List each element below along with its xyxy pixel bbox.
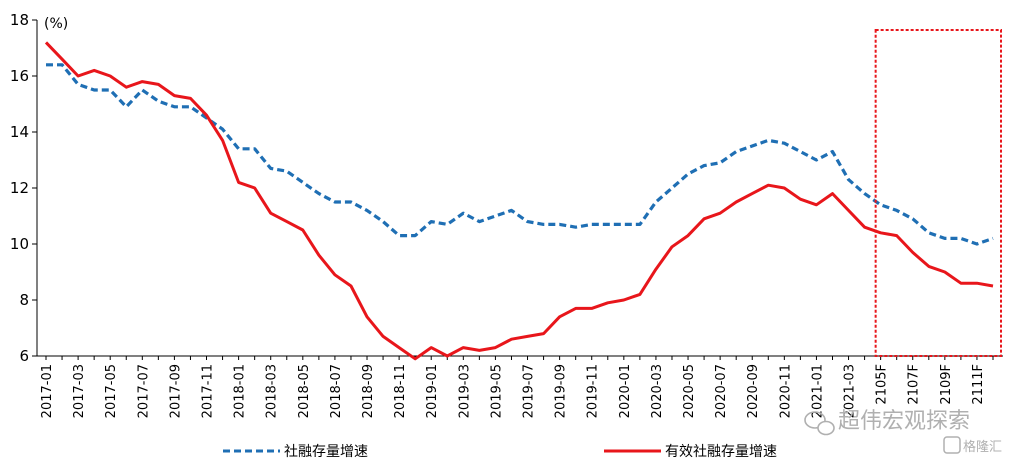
x-tick-label: 2020-03 bbox=[650, 364, 665, 418]
x-tick-label: 2017-09 bbox=[168, 364, 183, 418]
x-tick-label: 2019-03 bbox=[457, 364, 472, 418]
x-tick-label: 2017-07 bbox=[136, 364, 151, 418]
legend-label-series-1: 社融存量增速 bbox=[284, 444, 368, 460]
x-tick-label: 2018-01 bbox=[233, 364, 248, 418]
x-tick-label: 2111F bbox=[971, 364, 986, 405]
x-tick-label: 2019-09 bbox=[554, 364, 569, 418]
x-tick-label: 2020-05 bbox=[682, 364, 697, 418]
y-tick-label: 12 bbox=[10, 179, 29, 197]
x-tick-label: 2019-11 bbox=[586, 364, 601, 418]
x-tick-label: 2017-11 bbox=[201, 364, 216, 418]
x-tick-label: 2018-11 bbox=[393, 364, 408, 418]
watermark-logo: 格隆汇 bbox=[943, 436, 1002, 455]
series-line-2 bbox=[44, 41, 994, 361]
x-tick-label: 2107F bbox=[907, 364, 922, 405]
y-tick-label: 8 bbox=[19, 291, 29, 309]
y-tick-label: 10 bbox=[10, 235, 29, 253]
x-tick-label: 2109F bbox=[939, 364, 954, 405]
x-tick-label: 2017-05 bbox=[104, 364, 119, 418]
x-tick-label: 2021-01 bbox=[810, 364, 825, 418]
y-tick-label: 14 bbox=[10, 123, 29, 141]
legend: 社融存量增速 有效社融存量增速 bbox=[223, 444, 777, 460]
x-tick-label: 2019-05 bbox=[489, 364, 504, 418]
x-axis: 2017-01 2017-03 2017-05 2017-07 2017-09 2017-… bbox=[37, 355, 1003, 418]
x-tick-label: 2018-05 bbox=[297, 364, 312, 418]
x-tick-label: 2020-09 bbox=[746, 364, 761, 418]
x-tick-label: 2020-07 bbox=[714, 364, 729, 418]
x-tick-label: 2018-07 bbox=[329, 364, 344, 418]
x-tick-label: 2018-03 bbox=[265, 364, 280, 418]
watermark-logo-text: 格隆汇 bbox=[963, 439, 1002, 455]
x-tick-label: 2017-01 bbox=[40, 364, 55, 418]
series-layer bbox=[44, 41, 994, 361]
watermark: 超伟宏观探索 格隆汇 bbox=[804, 409, 1002, 455]
y-tick-label: 6 bbox=[19, 347, 29, 365]
x-tick-label: 2017-03 bbox=[72, 364, 87, 418]
watermark-text: 超伟宏观探索 bbox=[838, 409, 970, 434]
wechat-icon bbox=[804, 411, 835, 436]
x-tick-label: 2019-07 bbox=[522, 364, 537, 418]
series-line-1 bbox=[46, 63, 994, 246]
x-tick-label: 2105F bbox=[875, 364, 890, 405]
legend-label-series-2: 有效社融存量增速 bbox=[665, 444, 777, 460]
x-tick-label: 2018-09 bbox=[361, 364, 376, 418]
x-tick-label: 2020-11 bbox=[778, 364, 793, 418]
unit-label: (%) bbox=[44, 16, 68, 32]
x-tick-label: 2021-03 bbox=[843, 364, 858, 418]
y-tick-label: 16 bbox=[10, 67, 29, 85]
x-tick-label: 2020-01 bbox=[618, 364, 633, 418]
y-axis: 6 8 10 12 14 16 18 bbox=[10, 11, 38, 365]
x-tick-label: 2019-01 bbox=[425, 364, 440, 418]
forecast-highlight-box bbox=[874, 29, 1002, 357]
highlight-rect bbox=[874, 29, 1002, 357]
y-tick-label: 18 bbox=[10, 11, 29, 29]
